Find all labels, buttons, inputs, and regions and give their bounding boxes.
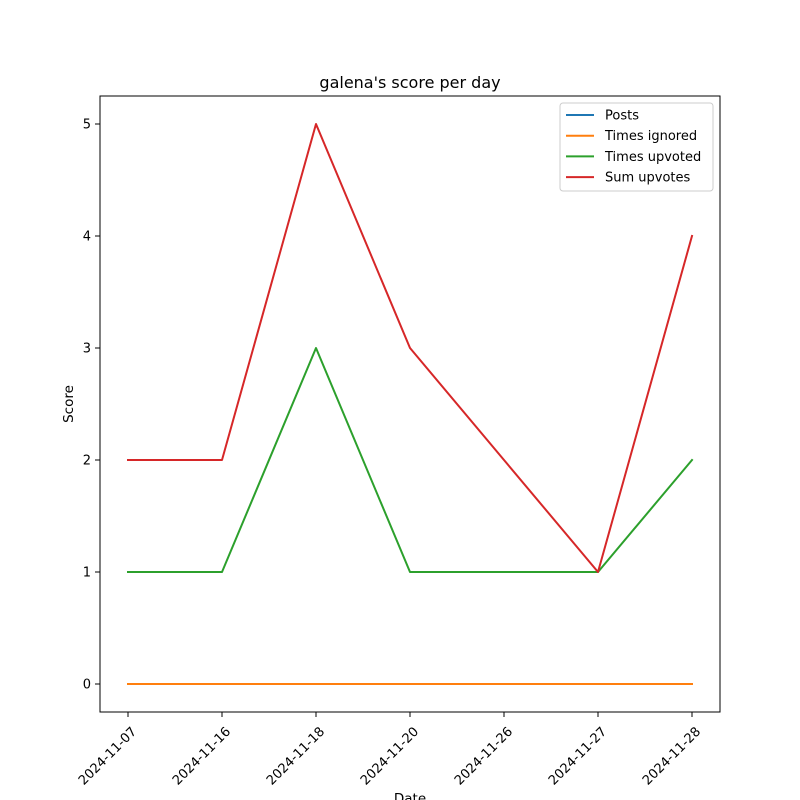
y-axis-label: Score	[61, 385, 77, 423]
y-tick-label: 0	[83, 678, 91, 693]
series-line-3	[127, 123, 694, 573]
y-tick-label: 1	[83, 566, 91, 581]
legend-label: Posts	[605, 109, 639, 124]
x-axis-label: Date	[394, 791, 426, 800]
legend: Posts Times ignored Times upvoted Sum upvot…	[559, 102, 714, 192]
legend-label: Times ignored	[604, 129, 697, 144]
y-axis: 0 1 2 3 4 5	[83, 118, 100, 693]
y-tick-label: 2	[83, 454, 91, 469]
legend-box	[559, 102, 714, 192]
plot-lines	[127, 123, 694, 685]
legend-label: Sum upvotes	[605, 171, 691, 186]
y-tick-label: 3	[83, 342, 91, 357]
chart-title: galena's score per day	[319, 73, 500, 92]
legend-label: Times upvoted	[604, 150, 701, 165]
y-tick-label: 4	[83, 230, 91, 245]
y-tick-label: 5	[83, 118, 91, 133]
